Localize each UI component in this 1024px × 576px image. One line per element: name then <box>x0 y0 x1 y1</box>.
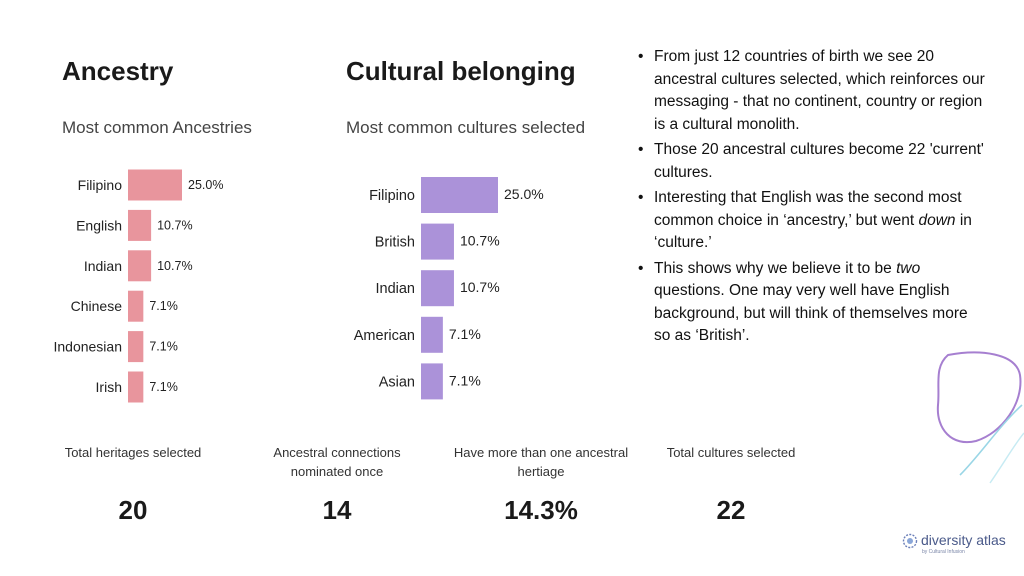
culture-chart-subtitle: Most common cultures selected <box>346 118 586 137</box>
category-label: Indian <box>84 258 122 274</box>
data-label: 7.1% <box>149 340 178 354</box>
category-label: Filipino <box>369 188 415 204</box>
category-label: Chinese <box>71 298 123 314</box>
stat-label-total-cultures: Total cultures selected <box>666 445 796 460</box>
ancestry-bar-chart: Filipino 25.0% English 10.7% Indian 10.7% Chin… <box>53 169 223 403</box>
category-label: Indian <box>375 281 415 297</box>
category-label: British <box>375 235 415 251</box>
insights-list: From just 12 countries of birth we see 2… <box>636 46 988 351</box>
bar <box>421 270 454 307</box>
brand-name: diversity atlas <box>921 532 1006 548</box>
bar <box>128 290 144 322</box>
culture-title: Cultural belonging <box>346 56 576 86</box>
stat-value-total-heritages: 20 <box>118 495 148 525</box>
globe-logo-icon <box>902 533 918 549</box>
category-label: English <box>76 217 122 233</box>
data-label: 7.1% <box>449 326 481 342</box>
data-label: 10.7% <box>157 218 192 232</box>
stat-label-multiple-heritage: Have more than one ancestral hertiage <box>453 445 629 479</box>
category-label: Irish <box>96 379 122 395</box>
insight-text: From just 12 countries of birth we see 2… <box>654 48 985 133</box>
insight-text: Those 20 ancestral cultures become 22 'c… <box>654 141 984 181</box>
data-label: 7.1% <box>149 380 178 394</box>
data-label: 7.1% <box>449 372 481 388</box>
bar <box>128 209 152 241</box>
decorative-purple-loop <box>936 351 1022 444</box>
bar <box>128 331 144 363</box>
insight-text: Interesting that English was the second … <box>654 189 972 251</box>
insight-item: Interesting that English was the second … <box>636 187 988 255</box>
category-label: Indonesian <box>53 339 122 355</box>
data-label: 10.7% <box>460 279 500 295</box>
brand-tagline: by Cultural Infusion <box>922 549 965 555</box>
decorative-teal-line <box>989 432 1024 484</box>
bar <box>421 223 454 260</box>
data-label: 7.1% <box>149 299 178 313</box>
culture-bar-chart: Filipino 25.0% British 10.7% Indian 10.7% Amer… <box>354 177 544 400</box>
stat-value-multiple-heritage: 14.3% <box>504 495 578 525</box>
stat-label-nominated-once: Ancestral connections nominated once <box>273 445 401 479</box>
bar <box>421 177 498 213</box>
bar <box>128 371 144 403</box>
insight-item: Those 20 ancestral cultures become 22 'c… <box>636 139 988 184</box>
decorative-swirl <box>936 351 1024 484</box>
insight-item: From just 12 countries of birth we see 2… <box>636 46 988 136</box>
bar <box>128 250 152 282</box>
insight-item: This shows why we believe it to be two q… <box>636 258 988 348</box>
bar <box>421 316 443 353</box>
data-label: 25.0% <box>504 186 544 202</box>
ancestry-title: Ancestry <box>62 56 174 86</box>
data-label: 25.0% <box>188 178 223 192</box>
stat-value-total-cultures: 22 <box>716 495 746 525</box>
decorative-teal-line <box>959 404 1023 476</box>
stat-value-nominated-once: 14 <box>322 495 352 525</box>
category-label: Asian <box>379 374 415 390</box>
category-label: Filipino <box>78 177 123 193</box>
bar <box>421 363 443 400</box>
data-label: 10.7% <box>460 233 500 249</box>
insight-text: This shows why we believe it to be two q… <box>654 259 968 345</box>
category-label: American <box>354 328 415 344</box>
data-label: 10.7% <box>157 259 192 273</box>
stat-label-total-heritages: Total heritages selected <box>64 445 202 460</box>
ancestry-chart-subtitle: Most common Ancestries <box>62 118 252 137</box>
bar <box>128 169 182 201</box>
